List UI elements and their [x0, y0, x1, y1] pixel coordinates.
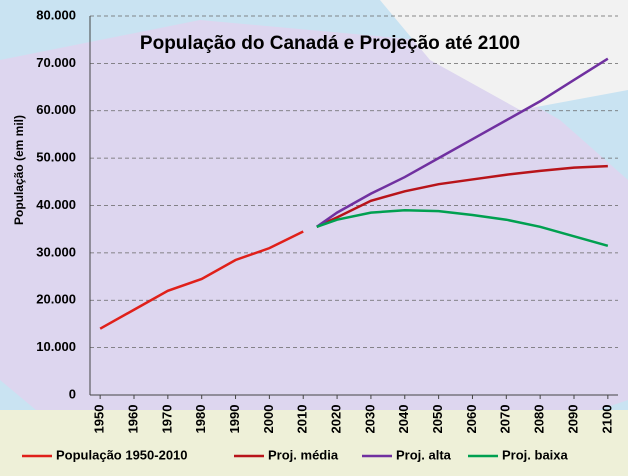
map-land — [0, 20, 628, 440]
x-tick-label: 2010 — [295, 405, 310, 434]
y-tick-label: 60.000 — [36, 102, 76, 117]
y-tick-label: 20.000 — [36, 292, 76, 307]
x-tick-label: 2020 — [329, 405, 344, 434]
x-tick-label: 2060 — [464, 405, 479, 434]
legend-label: Proj. baixa — [502, 447, 569, 462]
y-tick-label: 0 — [69, 386, 76, 401]
legend-label: População 1950-2010 — [56, 447, 188, 462]
series-line — [99, 230, 304, 330]
chart-title: População do Canadá e Projeção até 2100 — [140, 33, 520, 54]
y-tick-label: 80.000 — [36, 7, 76, 22]
y-tick-label: 70.000 — [36, 55, 76, 70]
series-line — [316, 164, 608, 228]
legend-label: Proj. alta — [396, 447, 452, 462]
series-line — [316, 57, 609, 228]
y-tick-label: 30.000 — [36, 244, 76, 259]
map-south — [0, 410, 628, 476]
y-tick-label: 40.000 — [36, 197, 76, 212]
legend-label: Proj. média — [268, 447, 339, 462]
x-tick-label: 2070 — [498, 405, 513, 434]
x-tick-label: 1970 — [159, 405, 174, 434]
y-axis-label: População (em mil) — [12, 115, 26, 225]
x-tick-label: 2090 — [565, 405, 580, 434]
x-tick-label: 2050 — [430, 405, 445, 434]
x-tick-label: 2080 — [532, 405, 547, 434]
x-tick-label: 1960 — [125, 405, 140, 434]
x-tick-label: 2000 — [261, 405, 276, 434]
series-line — [316, 208, 609, 247]
x-tick-label: 2040 — [396, 405, 411, 434]
y-tick-label: 10.000 — [36, 339, 76, 354]
y-tick-label: 50.000 — [36, 150, 76, 165]
x-tick-label: 2100 — [599, 405, 614, 434]
x-tick-label: 1990 — [227, 405, 242, 434]
x-tick-label: 2030 — [362, 405, 377, 434]
x-tick-label: 1980 — [193, 405, 208, 434]
x-tick-label: 1950 — [92, 405, 107, 434]
map-greenland — [380, 0, 628, 110]
